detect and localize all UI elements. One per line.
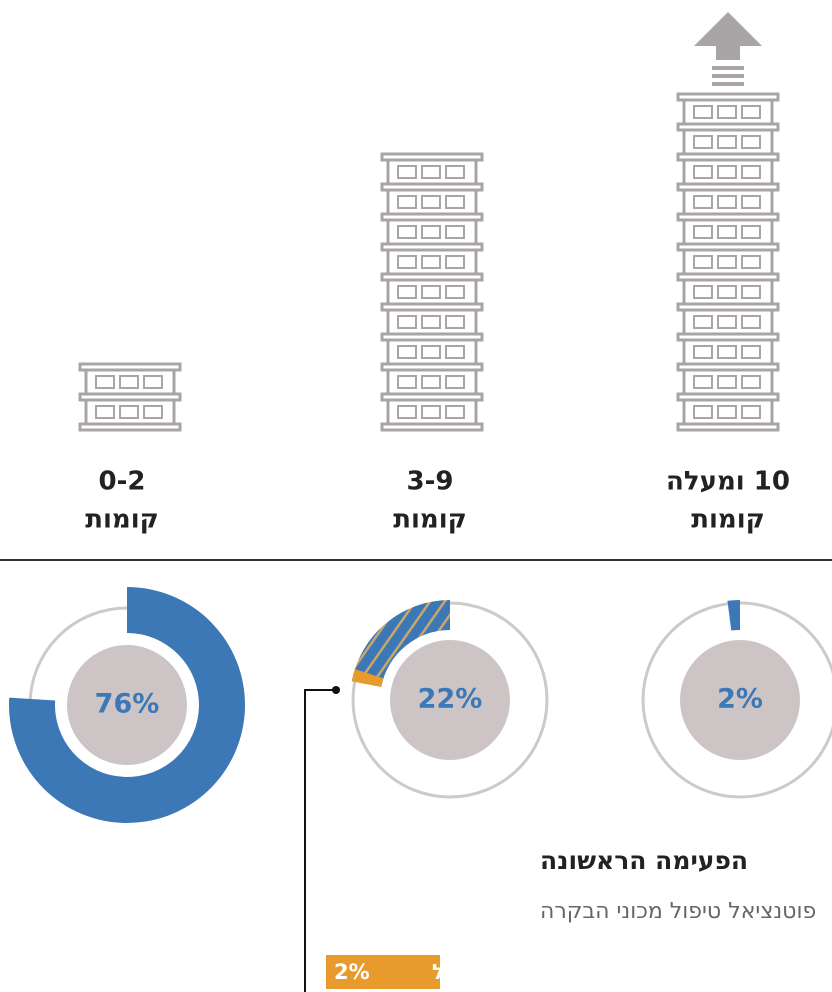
window [693, 285, 713, 299]
donut-center [67, 645, 187, 765]
window [693, 255, 713, 269]
value-label: 22% [418, 684, 483, 715]
building [78, 362, 182, 432]
window [741, 225, 761, 239]
window [717, 285, 737, 299]
window [445, 255, 465, 269]
annotation-title: הפעימה הראשונה [540, 846, 748, 875]
window [421, 345, 441, 359]
window [119, 375, 139, 389]
actual-box [326, 955, 440, 989]
window [421, 225, 441, 239]
overlay-name: בפועל [432, 960, 493, 984]
window [693, 405, 713, 419]
window [741, 405, 761, 419]
value-label: 76% [95, 689, 160, 720]
chart-subtitle: קומות [393, 505, 467, 535]
window [445, 165, 465, 179]
chart-title: 0-2 [99, 467, 146, 497]
window [741, 105, 761, 119]
up-arrow [694, 12, 762, 86]
window [693, 105, 713, 119]
window [397, 255, 417, 269]
donut-center [390, 640, 510, 760]
window [717, 315, 737, 329]
overlay-label: 2% [334, 960, 370, 984]
window [717, 345, 737, 359]
window [95, 405, 115, 419]
window [445, 315, 465, 329]
window [693, 315, 713, 329]
window [397, 165, 417, 179]
window [421, 165, 441, 179]
window [717, 195, 737, 209]
leader-line [304, 689, 336, 992]
donut-center [680, 640, 800, 760]
window [741, 375, 761, 389]
donut-arc [351, 600, 450, 687]
window [143, 405, 163, 419]
slab [676, 422, 780, 432]
value-label: 2% [717, 684, 763, 715]
building [676, 92, 780, 432]
window [741, 135, 761, 149]
window [717, 105, 737, 119]
window [397, 285, 417, 299]
window [693, 225, 713, 239]
chart-subtitle: קומות [85, 505, 159, 535]
window [741, 315, 761, 329]
chart-subtitle: קומות [691, 505, 765, 535]
window [421, 255, 441, 269]
window [397, 315, 417, 329]
window [445, 405, 465, 419]
donut-arc [8, 587, 245, 823]
slab [380, 422, 484, 432]
buildings [78, 92, 780, 432]
window [397, 195, 417, 209]
building [380, 152, 484, 432]
window [445, 345, 465, 359]
chart-title: 10 ומעלה [666, 467, 790, 497]
window [717, 165, 737, 179]
window [693, 135, 713, 149]
window [717, 255, 737, 269]
window [717, 375, 737, 389]
window [421, 375, 441, 389]
window [717, 135, 737, 149]
window [397, 225, 417, 239]
window [693, 345, 713, 359]
window [445, 375, 465, 389]
window [445, 285, 465, 299]
window [693, 165, 713, 179]
charts: 10 ומעלה קומות 2% 3-9 קומות בפועל 2% 22% 0-2 קומו… [8, 467, 832, 984]
window [693, 195, 713, 209]
window [693, 375, 713, 389]
window [717, 405, 737, 419]
window [397, 345, 417, 359]
annotation-text: פוטנציאל טיפול מכוני הבקרה [540, 899, 816, 924]
window [397, 375, 417, 389]
window [119, 405, 139, 419]
window [143, 375, 163, 389]
window [421, 315, 441, 329]
window [445, 195, 465, 209]
window [741, 345, 761, 359]
window [421, 285, 441, 299]
window [397, 405, 417, 419]
window [717, 225, 737, 239]
donut-arc [727, 600, 740, 631]
chart-title: 3-9 [407, 467, 454, 497]
slab [78, 422, 182, 432]
window [741, 285, 761, 299]
window [741, 195, 761, 209]
window [741, 255, 761, 269]
leader-dot [332, 686, 340, 694]
overlay-arc [351, 669, 384, 687]
window [421, 195, 441, 209]
window [95, 375, 115, 389]
window [445, 225, 465, 239]
window [421, 405, 441, 419]
window [741, 165, 761, 179]
